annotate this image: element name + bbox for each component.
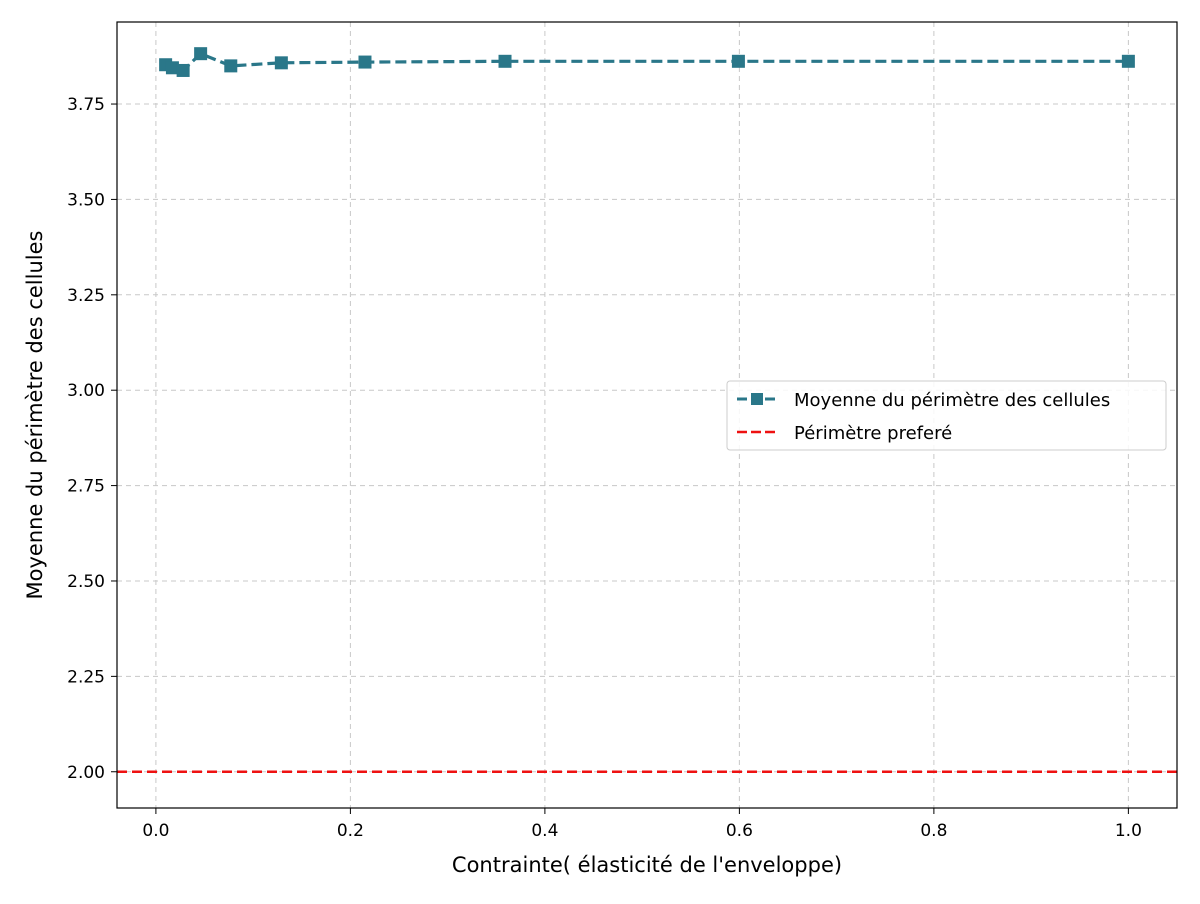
x-tick-label: 0.2 (337, 821, 364, 841)
legend: Moyenne du périmètre des cellules Périmè… (726, 380, 1167, 451)
x-tick-label: 0.0 (142, 821, 169, 841)
x-tick-label: 1.0 (1115, 821, 1142, 841)
x-axis-label: Contrainte( élasticité de l'enveloppe) (452, 853, 842, 877)
data-point (731, 54, 745, 68)
y-tick-label: 2.25 (67, 667, 105, 687)
x-tick-label: 0.8 (920, 821, 947, 841)
grid-layer (117, 22, 1177, 808)
x-tick-label: 0.4 (531, 821, 558, 841)
y-tick-label: 3.00 (67, 381, 105, 401)
data-point (194, 47, 208, 61)
data-point (498, 54, 512, 68)
plot-frame (116, 21, 1178, 809)
data-point (176, 63, 190, 77)
legend-label-perimeter-mean: Moyenne du périmètre des cellules (794, 390, 1110, 411)
y-tick-label: 2.50 (67, 572, 105, 592)
y-tick-label: 2.00 (67, 763, 105, 783)
data-point (165, 61, 179, 75)
series-line-perimeter-mean (164, 52, 1129, 73)
legend-label-preferred-perimeter: Périmètre preferé (794, 423, 952, 444)
series-layer (117, 47, 1177, 774)
y-tick-label: 3.25 (67, 286, 105, 306)
y-axis: 2.00 2.25 2.50 2.75 3.00 3.25 3.50 3.75 (67, 95, 117, 783)
x-axis: 0.0 0.2 0.4 0.6 0.8 1.0 (142, 808, 1142, 841)
data-point (224, 59, 238, 73)
data-point (1121, 54, 1135, 68)
y-axis-label: Moyenne du périmètre des cellules (23, 231, 47, 600)
y-tick-label: 3.75 (67, 95, 105, 115)
legend-box (726, 380, 1167, 451)
y-tick-label: 2.75 (67, 477, 105, 497)
y-tick-label: 3.50 (67, 190, 105, 210)
data-point (358, 55, 372, 69)
legend-marker-perimeter-mean (751, 393, 763, 405)
x-tick-label: 0.6 (726, 821, 753, 841)
data-point (274, 56, 288, 70)
